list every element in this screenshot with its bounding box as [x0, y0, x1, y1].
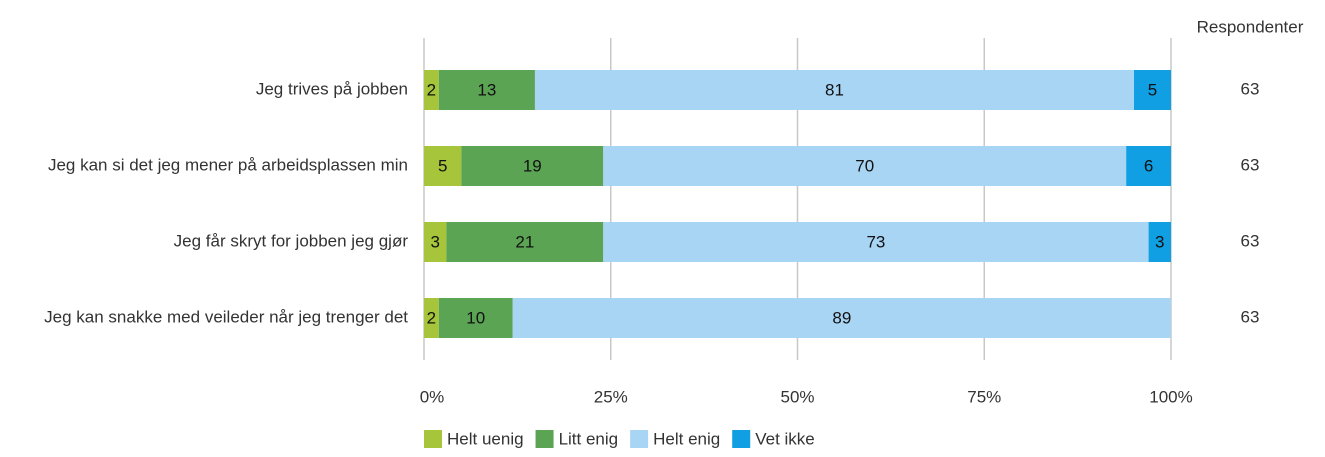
- value-label: 81: [825, 80, 844, 99]
- bar-segment: [534, 70, 1135, 110]
- value-label: 5: [1148, 80, 1157, 99]
- bar-segment: [1134, 70, 1171, 110]
- bar-segment: [438, 70, 535, 110]
- legend-label: Helt enig: [653, 429, 720, 448]
- bar-segment: [603, 222, 1149, 262]
- value-label: 10: [466, 308, 485, 327]
- x-tick-label: 0%: [420, 387, 445, 406]
- bar-segment: [512, 298, 1171, 338]
- value-label: 3: [1155, 232, 1164, 251]
- bar-segment: [1148, 222, 1171, 262]
- x-tick-label: 50%: [780, 387, 814, 406]
- respondent-count: 63: [1241, 231, 1260, 250]
- category-label: Jeg kan snakke med veileder når jeg tren…: [44, 307, 408, 326]
- legend-label: Helt uenig: [447, 429, 524, 448]
- legend-swatch: [732, 430, 751, 448]
- value-label: 3: [430, 232, 439, 251]
- value-label: 2: [427, 80, 436, 99]
- bar-segment: [424, 70, 439, 110]
- bar-segment: [438, 298, 513, 338]
- category-label: Jeg trives på jobben: [256, 79, 408, 98]
- bar-segment: [1126, 146, 1171, 186]
- category-label: Jeg kan si det jeg mener på arbeidsplass…: [48, 155, 408, 174]
- x-tick-label: 25%: [594, 387, 628, 406]
- bar-segment: [603, 146, 1127, 186]
- legend-swatch: [424, 430, 442, 448]
- value-label: 21: [515, 232, 534, 251]
- bar-segment: [424, 146, 462, 186]
- respondent-count: 63: [1241, 79, 1260, 98]
- value-label: 5: [438, 156, 447, 175]
- category-label: Jeg får skryt for jobben jeg gjør: [174, 231, 409, 250]
- x-tick-label: 75%: [967, 387, 1001, 406]
- bar-segment: [461, 146, 604, 186]
- legend-swatch: [535, 430, 554, 448]
- value-label: 19: [523, 156, 542, 175]
- x-tick-label: 100%: [1149, 387, 1192, 406]
- value-label: 6: [1144, 156, 1153, 175]
- respondent-count: 63: [1241, 155, 1260, 174]
- bar-segment: [424, 298, 439, 338]
- value-label: 13: [477, 80, 496, 99]
- value-label: 70: [855, 156, 874, 175]
- respondents-header: Respondenter: [1197, 17, 1304, 36]
- value-label: 2: [427, 308, 436, 327]
- legend-swatch: [630, 430, 649, 448]
- value-label: 89: [832, 308, 851, 327]
- value-label: 73: [866, 232, 885, 251]
- legend-label: Litt enig: [559, 429, 619, 448]
- bar-segment: [424, 222, 447, 262]
- respondent-count: 63: [1241, 307, 1260, 326]
- legend-label: Vet ikke: [755, 429, 815, 448]
- bar-segment: [446, 222, 604, 262]
